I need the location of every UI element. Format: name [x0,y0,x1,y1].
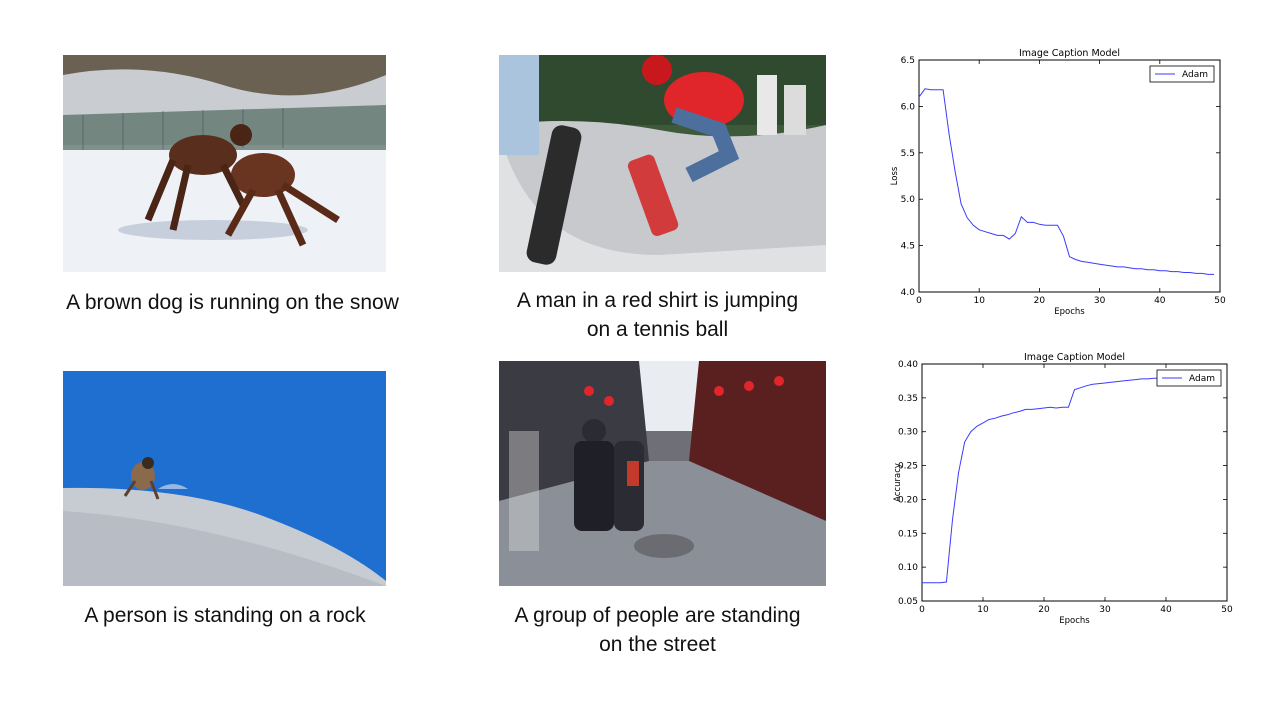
caption-skater-line2: on a tennis ball [586,318,729,341]
x-tick-label: 0 [919,605,925,615]
y-tick-label: 4.0 [901,288,916,298]
x-tick-label: 10 [973,296,985,306]
y-tick-label: 0.40 [898,360,918,370]
y-tick-label: 5.0 [901,195,916,205]
y-tick-label: 0.30 [898,428,918,438]
y-tick-label: 4.5 [901,242,915,252]
loss-chart-svg: Image Caption Model 0 10 20 30 40 50 4.0 4.5 5.0 5… [890,48,1226,317]
chart-title: Image Caption Model [1019,48,1120,59]
caption-street-line2: on the street [599,633,716,656]
y-tick-label: 5.5 [901,149,915,159]
loss-chart: Image Caption Model 0 10 20 30 40 50 4.0 4.5 5.0 5… [884,45,1230,320]
x-axis-label: Epochs [1054,307,1085,317]
x-tick-label: 30 [1099,605,1111,615]
y-tick-label: 6.5 [901,56,915,66]
plot-frame [918,59,1221,293]
legend: Adam [1156,369,1222,387]
series-line-adam [918,88,1214,275]
caption-street-line1: A group of people are standing [514,604,801,627]
y-tick-label: 0.25 [898,462,918,472]
x-axis-label: Epochs [1059,616,1090,626]
caption-dog-text: A brown dog is running on the snow [66,291,399,314]
photo-street [499,361,826,586]
y-tick-label: 0.15 [898,529,918,539]
legend-box [1156,369,1222,387]
y-axis-label: Loss [890,166,900,185]
y-tick-label: 6.0 [901,102,916,112]
x-tick-label: 40 [1160,605,1172,615]
y-tick-label: 0.35 [898,394,918,404]
caption-climber: A person is standing on a rock [30,601,420,630]
plot-frame [921,363,1228,602]
photo-climber [63,371,386,586]
photo-skateboarder [499,55,826,272]
legend-label: Adam [1182,70,1208,80]
x-tick-label: 30 [1094,296,1106,306]
x-tick-label: 0 [916,296,922,306]
y-tick-label: 0.05 [898,597,918,607]
caption-skater: A man in a red shirt is jumping on a ten… [465,286,850,344]
chart-title: Image Caption Model [1024,352,1125,363]
accuracy-chart-svg: Image Caption Model 0 10 20 30 40 50 0.05 0.10 0.… [893,352,1233,626]
caption-climber-text: A person is standing on a rock [84,604,366,627]
y-tick-label: 0.20 [898,495,918,505]
legend: Adam [1149,65,1215,83]
x-tick-label: 50 [1214,296,1226,306]
x-tick-label: 10 [977,605,989,615]
y-axis-label: Accuracy [893,463,903,502]
accuracy-chart: Image Caption Model 0 10 20 30 40 50 0.05 0.10 0.… [884,349,1234,634]
legend-box [1149,65,1215,83]
x-tick-label: 20 [1034,296,1046,306]
x-tick-label: 50 [1221,605,1233,615]
caption-street: A group of people are standing on the st… [465,601,850,659]
caption-dog: A brown dog is running on the snow [30,288,435,317]
y-tick-label: 0.10 [898,563,918,573]
x-tick-label: 40 [1154,296,1166,306]
photo-dogs-in-snow [63,55,386,272]
x-tick-label: 20 [1038,605,1050,615]
legend-label: Adam [1189,374,1215,384]
caption-skater-line1: A man in a red shirt is jumping [516,289,799,312]
